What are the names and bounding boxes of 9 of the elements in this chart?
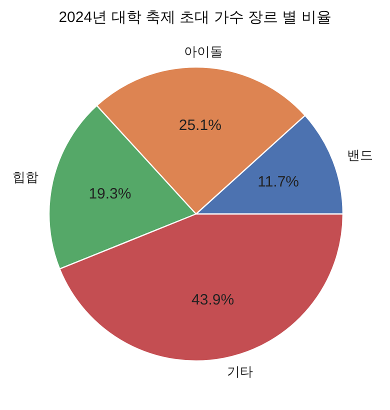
chart-title: 2024년 대학 축제 초대 가수 장르 별 비율 [58, 9, 332, 26]
data-label: 43.9% [192, 292, 234, 309]
data-label: 11.7% [258, 173, 300, 190]
slice-label: 밴드 [346, 147, 373, 162]
slice-label: 힙합 [12, 170, 38, 185]
data-label: 19.3% [88, 185, 132, 202]
data-label: 25.1% [178, 116, 222, 134]
slice-label: 아이돌 [184, 44, 224, 59]
slice-label: 기타 [226, 364, 253, 380]
